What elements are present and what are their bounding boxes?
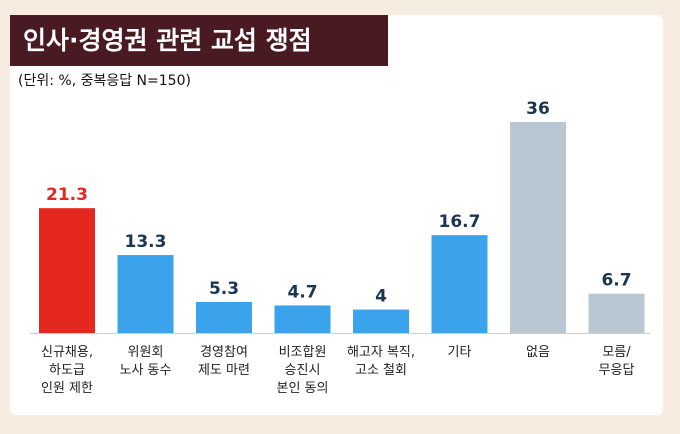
- category-label-line: 경영참여: [200, 345, 248, 360]
- data-label: 16.7: [439, 212, 481, 232]
- category-label: 해고자 복직, 고소 철회: [347, 345, 415, 378]
- category-label-line: 승진시: [285, 363, 321, 378]
- category-label-line: 해고자 복직,: [347, 345, 415, 360]
- bar: [588, 293, 645, 333]
- data-label: 21.3: [46, 185, 88, 205]
- bar: [196, 301, 252, 333]
- data-label: 6.7: [601, 271, 631, 291]
- category-label-line: 인원 제한: [41, 381, 93, 396]
- data-label: 4: [375, 287, 387, 307]
- category-label-line: 고소 철회: [355, 363, 407, 378]
- bar: [431, 235, 488, 333]
- category-label-line: 무응답: [599, 363, 635, 378]
- category-label: 모름/무응답: [599, 345, 635, 378]
- category-label-line: 노사 동수: [120, 363, 172, 378]
- bar: [117, 255, 174, 333]
- category-label-line: 기타: [448, 345, 472, 360]
- category-label-line: 제도 마련: [198, 363, 250, 378]
- category-label-line: 모름/: [602, 345, 631, 360]
- data-label: 4.7: [287, 282, 317, 302]
- category-label-line: 위원회: [128, 345, 164, 360]
- category-label: 없음: [526, 345, 550, 360]
- data-label: 36: [526, 99, 550, 119]
- chart-subtitle: (단위: %, 중복응답 N=150): [18, 73, 191, 89]
- bar: [274, 305, 331, 333]
- bar: [510, 122, 566, 333]
- category-label: 기타: [448, 345, 472, 360]
- data-label: 13.3: [125, 232, 167, 252]
- category-label-line: 비조합원: [279, 345, 327, 360]
- bar: [353, 309, 409, 333]
- category-label-line: 본인 동의: [277, 381, 329, 396]
- bar: [39, 208, 95, 333]
- category-label-line: 하도급: [49, 363, 85, 378]
- category-label-line: 신규채용,: [41, 345, 93, 360]
- page-title: 인사·경영권 관련 교섭 쟁점: [10, 15, 388, 66]
- category-label-line: 없음: [526, 345, 550, 360]
- data-label: 5.3: [209, 279, 239, 299]
